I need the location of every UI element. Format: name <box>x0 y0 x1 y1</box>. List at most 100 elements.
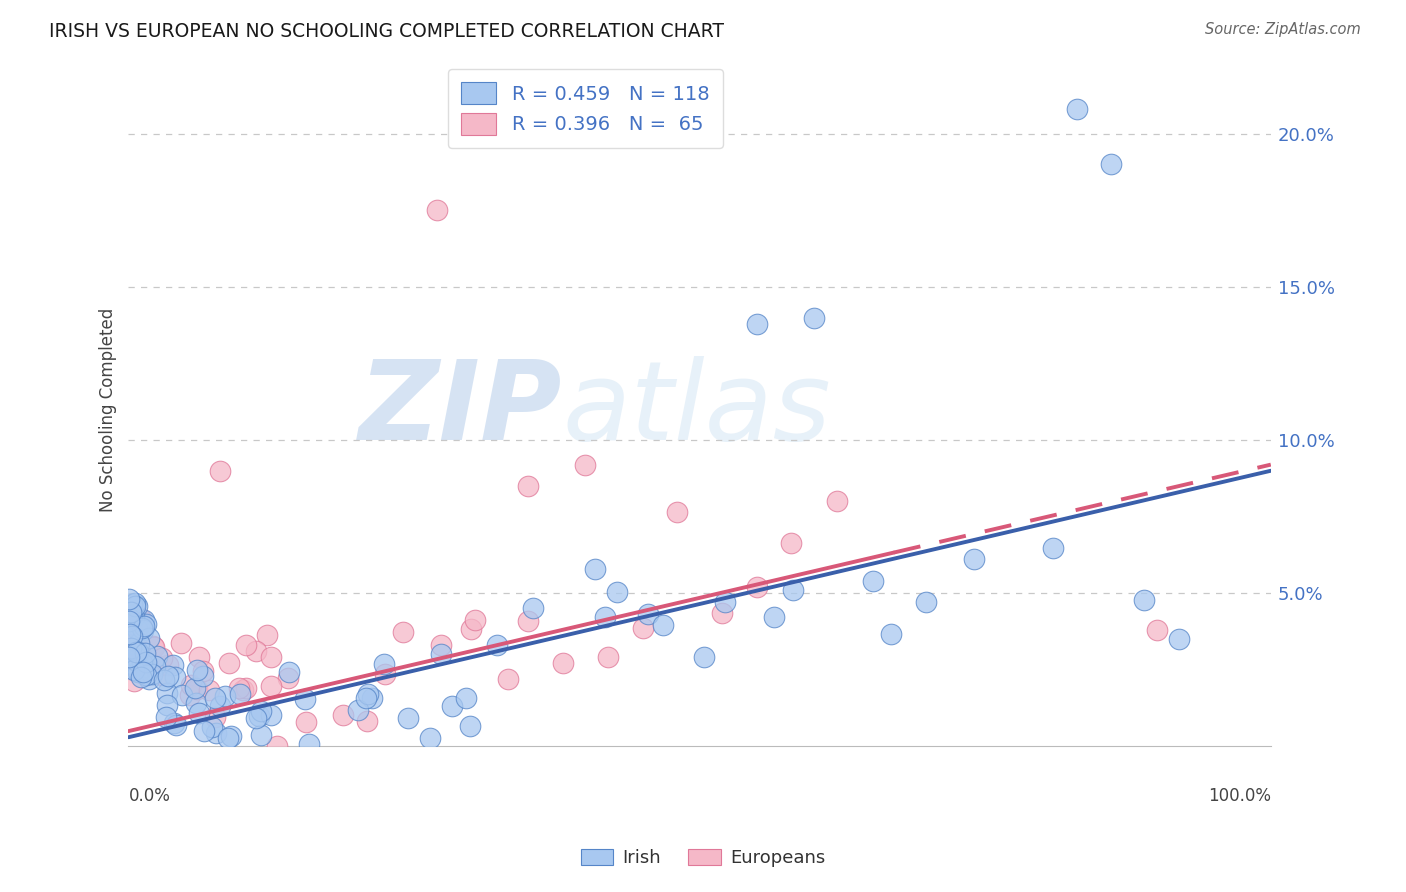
Point <box>121 597 143 611</box>
Point <box>124 599 146 613</box>
Point <box>122 673 145 688</box>
Point <box>187 706 209 721</box>
Point <box>356 714 378 729</box>
Point <box>163 670 186 684</box>
Point <box>120 617 142 632</box>
Point <box>637 607 659 622</box>
Point <box>593 609 616 624</box>
Point <box>803 310 825 325</box>
Point <box>150 651 173 665</box>
Point <box>347 703 370 717</box>
Point <box>551 657 574 671</box>
Point <box>134 613 156 627</box>
Point <box>180 677 202 691</box>
Point <box>260 708 283 723</box>
Point <box>155 698 177 713</box>
Point <box>118 649 141 664</box>
Point <box>184 681 207 695</box>
Point <box>118 608 141 623</box>
Point <box>517 614 540 628</box>
Point <box>122 612 145 626</box>
Point <box>219 729 242 743</box>
Point <box>780 536 803 550</box>
Point <box>120 641 142 656</box>
Point <box>129 645 152 659</box>
Point <box>205 726 228 740</box>
Point <box>208 464 231 478</box>
Point <box>170 636 193 650</box>
Point <box>138 631 160 645</box>
Point <box>121 657 143 671</box>
Legend: Irish, Europeans: Irish, Europeans <box>574 841 832 874</box>
Point <box>152 668 174 682</box>
Point <box>146 648 169 663</box>
Point <box>134 646 156 660</box>
Point <box>745 580 768 594</box>
Point <box>128 635 150 649</box>
Point <box>188 650 211 665</box>
Point <box>152 673 174 687</box>
Point <box>129 623 152 637</box>
Point <box>134 664 156 678</box>
Point <box>485 638 508 652</box>
Point <box>522 600 544 615</box>
Point <box>1168 632 1191 647</box>
Point <box>132 665 155 680</box>
Text: atlas: atlas <box>562 356 831 463</box>
Point <box>245 710 267 724</box>
Point <box>419 731 441 745</box>
Point <box>464 613 486 627</box>
Point <box>440 698 463 713</box>
Point <box>962 552 984 566</box>
Point <box>156 658 179 673</box>
Point <box>127 651 149 665</box>
Point <box>155 710 177 724</box>
Point <box>396 711 419 725</box>
Point <box>118 616 141 631</box>
Point <box>260 679 283 693</box>
Point <box>862 574 884 588</box>
Point <box>132 623 155 637</box>
Point <box>606 585 628 599</box>
Point <box>143 659 166 673</box>
Point <box>229 687 252 701</box>
Point <box>118 614 141 628</box>
Text: 0.0%: 0.0% <box>128 787 170 805</box>
Y-axis label: No Schooling Completed: No Schooling Completed <box>100 308 117 512</box>
Point <box>1066 103 1088 117</box>
Point <box>201 720 224 734</box>
Point <box>143 640 166 654</box>
Point <box>460 622 482 636</box>
Point <box>250 704 273 718</box>
Point <box>127 622 149 636</box>
Point <box>430 647 453 661</box>
Point <box>373 667 395 681</box>
Point <box>118 591 141 606</box>
Point <box>138 672 160 686</box>
Point <box>745 317 768 331</box>
Point <box>295 715 318 730</box>
Point <box>186 681 208 696</box>
Point <box>631 621 654 635</box>
Point <box>277 671 299 685</box>
Text: Source: ZipAtlas.com: Source: ZipAtlas.com <box>1205 22 1361 37</box>
Point <box>426 203 449 218</box>
Point <box>162 658 184 673</box>
Point <box>392 625 415 640</box>
Text: 100.0%: 100.0% <box>1208 787 1271 805</box>
Text: IRISH VS EUROPEAN NO SCHOOLING COMPLETED CORRELATION CHART: IRISH VS EUROPEAN NO SCHOOLING COMPLETED… <box>49 22 724 41</box>
Point <box>260 649 283 664</box>
Point <box>278 665 301 679</box>
Point <box>121 651 143 665</box>
Point <box>204 691 226 706</box>
Point <box>124 653 146 667</box>
Point <box>218 657 240 671</box>
Point <box>121 629 143 643</box>
Point <box>191 669 214 683</box>
Point <box>763 609 786 624</box>
Point <box>122 663 145 677</box>
Point <box>125 645 148 659</box>
Point <box>294 692 316 706</box>
Point <box>127 665 149 680</box>
Point <box>135 616 157 631</box>
